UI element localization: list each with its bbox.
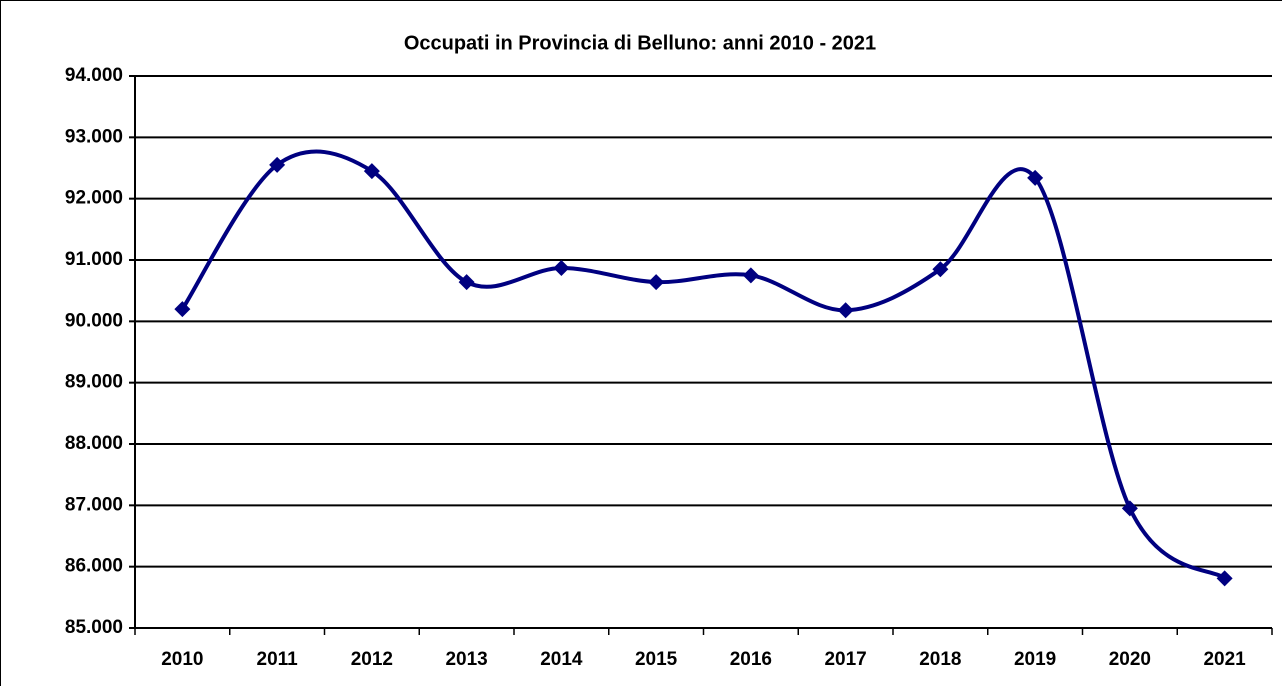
y-tick-label: 92.000 bbox=[65, 188, 123, 209]
x-tick-label: 2020 bbox=[1109, 649, 1151, 670]
data-point bbox=[1216, 570, 1233, 587]
y-tick-label: 85.000 bbox=[65, 617, 123, 638]
x-tick-label: 2015 bbox=[635, 649, 678, 670]
data-point bbox=[932, 261, 949, 278]
y-tick-label: 91.000 bbox=[65, 249, 123, 270]
data-point bbox=[648, 274, 665, 291]
x-tick-label: 2019 bbox=[1014, 649, 1056, 670]
x-tick-label: 2011 bbox=[257, 649, 299, 670]
x-tick-label: 2010 bbox=[161, 649, 203, 670]
data-point bbox=[1121, 500, 1138, 517]
y-tick-label: 89.000 bbox=[65, 372, 123, 393]
x-tick-label: 2018 bbox=[919, 649, 961, 670]
x-tick-label: 2012 bbox=[351, 649, 393, 670]
y-tick-label: 93.000 bbox=[65, 126, 123, 147]
y-tick-label: 90.000 bbox=[65, 310, 123, 331]
x-tick-label: 2021 bbox=[1203, 649, 1246, 670]
x-tick-label: 2013 bbox=[445, 649, 487, 670]
data-point bbox=[458, 274, 475, 291]
data-point bbox=[553, 259, 570, 276]
data-point bbox=[269, 156, 286, 173]
data-point bbox=[174, 301, 191, 318]
data-point bbox=[363, 163, 380, 180]
y-tick-label: 86.000 bbox=[65, 556, 123, 577]
x-tick-label: 2017 bbox=[824, 649, 866, 670]
y-tick-label: 94.000 bbox=[65, 65, 123, 86]
y-tick-label: 87.000 bbox=[65, 494, 123, 515]
data-point bbox=[837, 302, 854, 319]
chart-title: Occupati in Provincia di Belluno: anni 2… bbox=[404, 32, 876, 54]
data-line bbox=[180, 149, 1226, 581]
data-point bbox=[1027, 169, 1044, 186]
data-point bbox=[742, 267, 759, 284]
x-tick-label: 2016 bbox=[730, 649, 772, 670]
y-tick-label: 88.000 bbox=[65, 433, 123, 454]
x-tick-label: 2014 bbox=[540, 649, 583, 670]
